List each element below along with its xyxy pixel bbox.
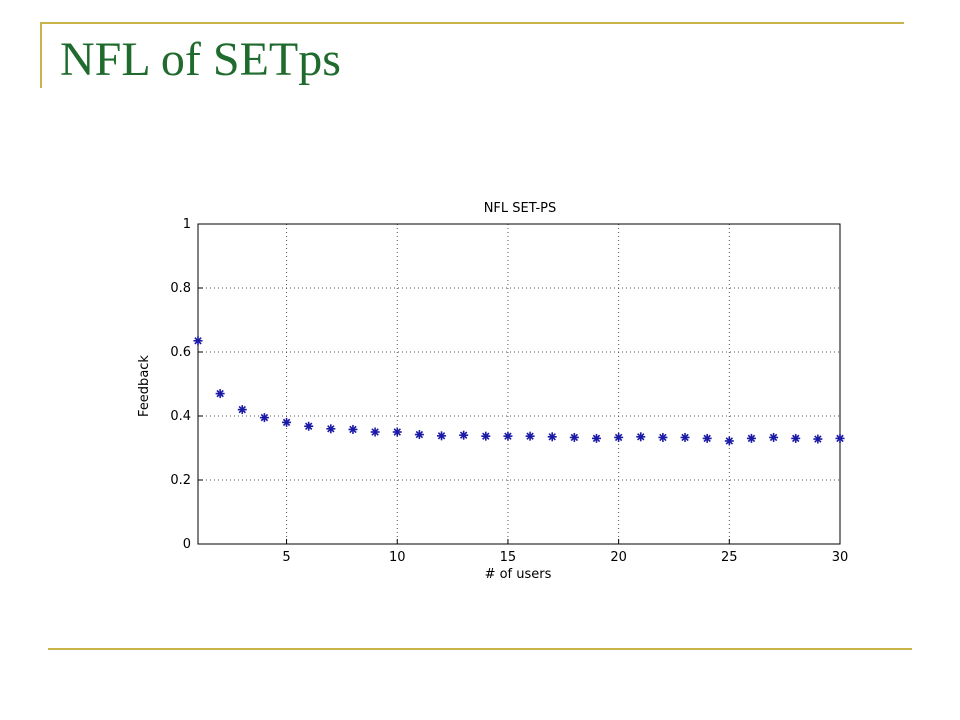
data-point <box>746 433 756 443</box>
data-point <box>459 430 469 440</box>
data-point <box>769 432 779 442</box>
x-tick-label: 20 <box>610 550 627 565</box>
data-point <box>724 436 734 446</box>
bottom-rule <box>48 648 912 650</box>
slide-title: NFL of SETps <box>60 33 341 86</box>
data-point <box>614 432 624 442</box>
data-point <box>215 389 225 399</box>
data-point <box>547 432 557 442</box>
data-point <box>503 431 513 441</box>
data-point <box>370 427 380 437</box>
data-point <box>658 432 668 442</box>
y-tick-label: 1 <box>183 217 191 232</box>
data-point <box>591 433 601 443</box>
chart-container: 5 10 15 20 25 30 0 0.2 0.4 0.6 0.8 1 NFL SET-PS # o… <box>128 190 860 590</box>
y-tick-label: 0 <box>183 537 191 552</box>
data-point <box>414 430 424 440</box>
point-layer <box>193 336 845 446</box>
data-point <box>791 433 801 443</box>
x-tick-label: 30 <box>832 550 849 565</box>
top-rule <box>40 22 904 24</box>
x-tick-label: 5 <box>282 550 290 565</box>
data-point <box>348 424 358 434</box>
data-point <box>193 336 203 346</box>
y-axis-label: Feedback <box>137 355 152 417</box>
data-point <box>813 434 823 444</box>
data-point <box>326 424 336 434</box>
data-point <box>282 417 292 427</box>
y-tick-label: 0.2 <box>170 473 191 488</box>
x-axis-label: # of users <box>485 567 552 582</box>
data-point <box>237 405 247 415</box>
feedback-chart: 5 10 15 20 25 30 0 0.2 0.4 0.6 0.8 1 NFL SET-PS # o… <box>137 201 848 582</box>
data-point <box>392 427 402 437</box>
y-tick-label: 0.4 <box>170 409 191 424</box>
data-point <box>835 433 845 443</box>
y-tick-label: 0.6 <box>170 345 191 360</box>
data-point <box>304 421 314 431</box>
data-point <box>437 431 447 441</box>
x-tick-label: 15 <box>500 550 517 565</box>
chart-title: NFL SET-PS <box>484 201 557 216</box>
y-tick-label: 0.8 <box>170 281 191 296</box>
x-tick-label: 10 <box>389 550 406 565</box>
left-rule <box>40 22 42 88</box>
data-point <box>702 433 712 443</box>
data-point <box>636 432 646 442</box>
data-point <box>481 431 491 441</box>
data-point <box>259 413 269 423</box>
plot-frame <box>197 223 841 545</box>
data-point <box>680 432 690 442</box>
data-point <box>525 431 535 441</box>
data-point <box>569 432 579 442</box>
x-tick-label: 25 <box>721 550 738 565</box>
grid-layer <box>198 224 840 544</box>
tick-layer: 5 10 15 20 25 30 0 0.2 0.4 0.6 0.8 1 <box>170 217 848 565</box>
